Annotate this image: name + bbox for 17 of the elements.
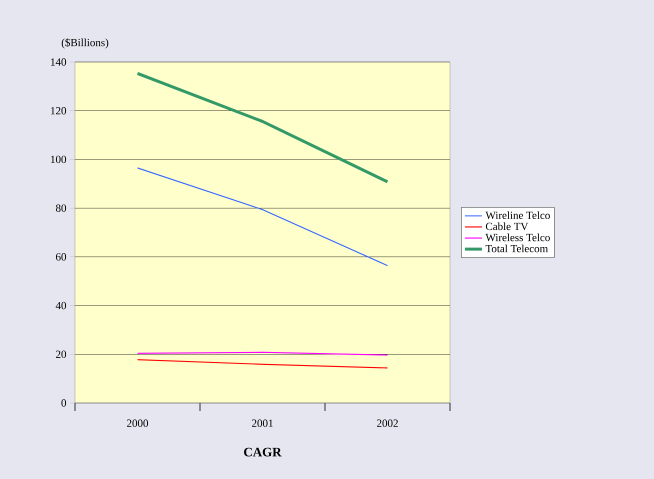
- legend-label: Cable TV: [486, 222, 528, 230]
- y-tick-label: 0: [61, 399, 66, 407]
- legend-label: Wireless Telco: [485, 234, 550, 242]
- x-tick-label: 2002: [377, 420, 398, 427]
- y-tick-label: 40: [56, 302, 66, 310]
- y-tick-label: 120: [51, 107, 66, 114]
- y-tick-label: 80: [56, 204, 66, 212]
- y-axis-title: ($Billions): [62, 38, 108, 48]
- legend-label: Wireline Telco: [485, 211, 550, 220]
- y-tick-label: 60: [56, 253, 66, 261]
- y-tick-label: 140: [51, 58, 66, 66]
- y-tick-label: 100: [51, 156, 66, 164]
- legend-label: Total Telecom: [486, 244, 548, 252]
- x-axis-title: CAGR: [244, 448, 282, 456]
- x-tick-label: 2001: [252, 420, 273, 427]
- x-tick-label: 2000: [127, 420, 148, 427]
- y-tick-label: 20: [56, 350, 66, 358]
